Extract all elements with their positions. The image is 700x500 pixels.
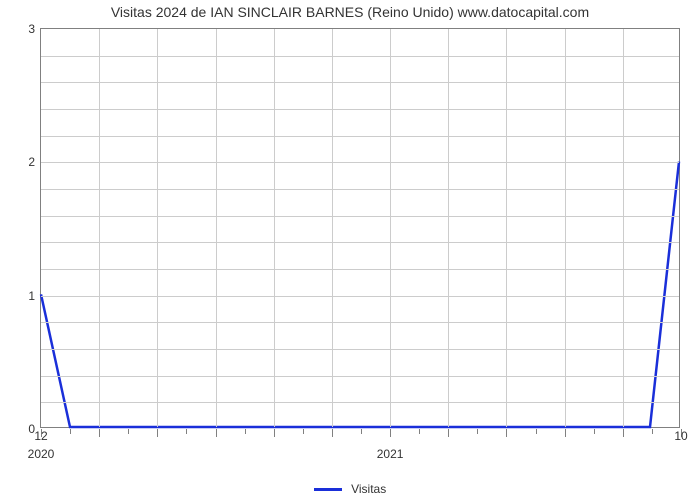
x-axis-minor-tick [186,429,187,434]
x-axis-minor-tick [361,429,362,434]
chart-title: Visitas 2024 de IAN SINCLAIR BARNES (Rei… [0,4,700,20]
x-axis-major-tick [390,429,391,437]
x-axis-minor-tick [245,429,246,434]
gridline-vertical [565,29,566,427]
x-axis-minor-tick [536,429,537,434]
gridline-horizontal [41,82,679,83]
x-axis-major-tick [506,429,507,437]
x-axis-major-tick [332,429,333,437]
x-axis-major-tick [216,429,217,437]
x-axis-minor-tick [128,429,129,434]
gridline-vertical [506,29,507,427]
x-axis-major-tick [448,429,449,437]
gridline-vertical [623,29,624,427]
gridline-vertical [157,29,158,427]
x-axis-minor-tick [477,429,478,434]
x-axis-label-year: 2020 [28,447,55,461]
gridline-horizontal [41,109,679,110]
x-axis-minor-tick [303,429,304,434]
gridline-horizontal [41,242,679,243]
x-axis-label-month: 10 [674,427,687,443]
chart-line-svg [41,29,679,427]
data-line [41,162,679,427]
chart-plot-area: 0123121020202021 [40,28,680,428]
gridline-vertical [448,29,449,427]
gridline-vertical [390,29,391,427]
gridline-vertical [332,29,333,427]
gridline-vertical [274,29,275,427]
gridline-horizontal [41,56,679,57]
gridline-vertical [99,29,100,427]
y-axis-label: 1 [28,289,41,303]
x-axis-major-tick [157,429,158,437]
y-axis-label: 3 [28,22,41,36]
x-axis-minor-tick [419,429,420,434]
chart-container: Visitas 2024 de IAN SINCLAIR BARNES (Rei… [0,0,700,500]
x-axis-major-tick [99,429,100,437]
gridline-horizontal [41,296,679,297]
y-axis-label: 2 [28,155,41,169]
x-axis-major-tick [623,429,624,437]
x-axis-label-month: 12 [34,427,47,443]
x-axis-minor-tick [652,429,653,434]
x-axis-minor-tick [594,429,595,434]
x-axis-label-year: 2021 [377,447,404,461]
gridline-horizontal [41,269,679,270]
x-axis-minor-tick [70,429,71,434]
gridline-horizontal [41,162,679,163]
gridline-horizontal [41,322,679,323]
gridline-horizontal [41,349,679,350]
gridline-horizontal [41,216,679,217]
gridline-horizontal [41,136,679,137]
legend-swatch [314,488,342,491]
x-axis-major-tick [274,429,275,437]
chart-legend: Visitas [0,481,700,496]
gridline-vertical [216,29,217,427]
legend-label: Visitas [351,482,386,496]
x-axis-major-tick [565,429,566,437]
gridline-horizontal [41,189,679,190]
gridline-horizontal [41,402,679,403]
gridline-horizontal [41,376,679,377]
